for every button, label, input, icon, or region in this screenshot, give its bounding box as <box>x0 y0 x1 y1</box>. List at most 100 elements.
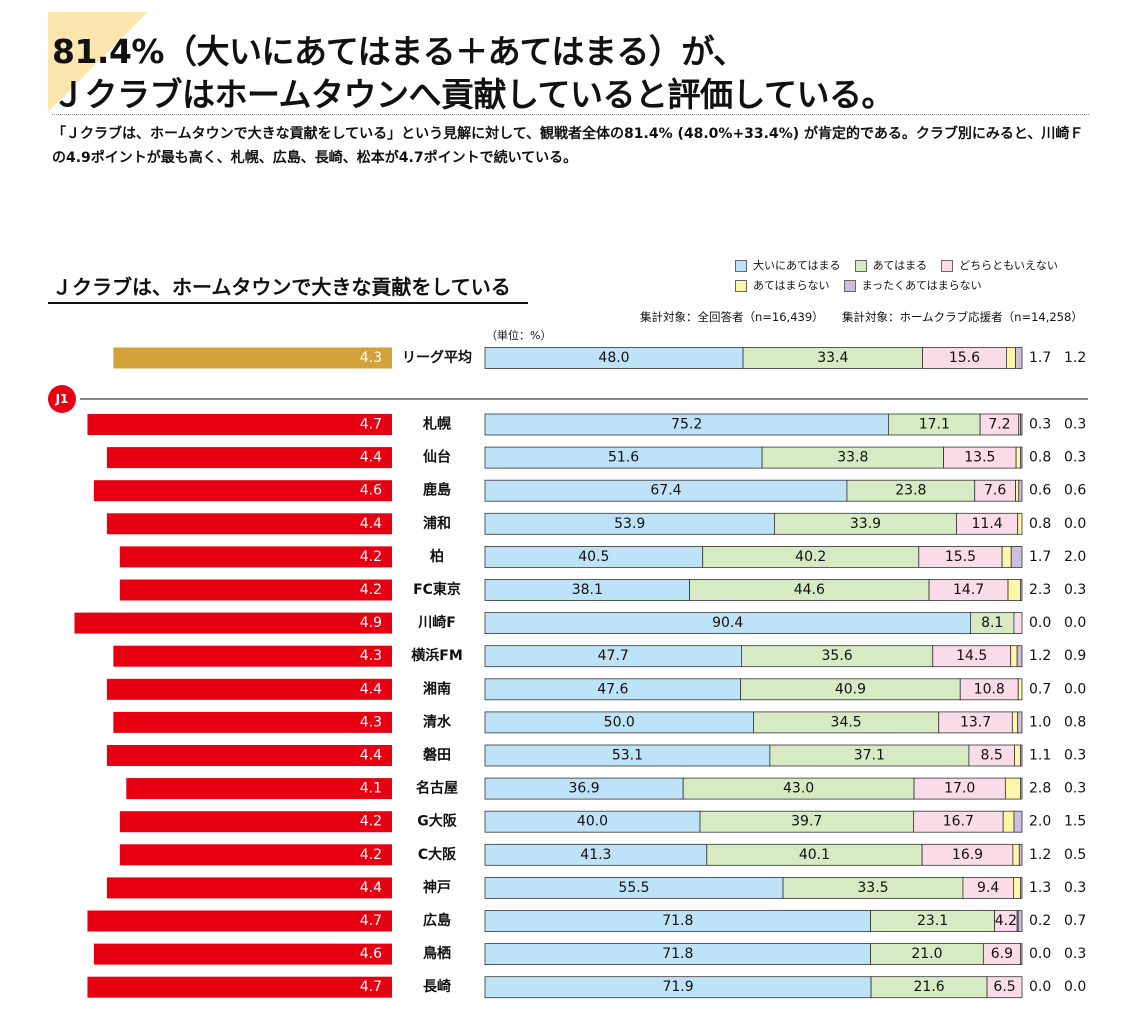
club-row-13-value-strongly-agree: 41.3 <box>580 847 611 863</box>
club-row-0-value-neutral: 7.2 <box>988 417 1010 433</box>
club-row-13-score-label: 4.2 <box>360 847 382 863</box>
legend-label: あてはまらない <box>753 279 830 292</box>
club-row-14-value-strongly-agree: 55.5 <box>618 880 649 896</box>
club-row-4-score-label: 4.2 <box>360 549 382 565</box>
club-row-12-value-strongly-disagree: 1.5 <box>1064 814 1086 830</box>
headline-line-2: Ｊクラブはホームタウンへ貢献していると評価している。 <box>52 75 895 114</box>
club-row-11-value-strongly-agree: 36.9 <box>568 781 599 797</box>
club-row-7-value-neutral: 14.5 <box>956 648 987 664</box>
club-row-10-value-strongly-agree: 53.1 <box>612 748 643 764</box>
target-all-respondents: 集計対象：全回答者（n=16,439） <box>640 310 824 324</box>
club-row-10-segment-strongly-disagree <box>1019 744 1023 767</box>
club-row-15-value-agree: 23.1 <box>917 913 948 929</box>
club-row-4-value-disagree: 1.7 <box>1029 549 1051 565</box>
legend-label: あてはまる <box>872 259 928 272</box>
club-row-2-value-strongly-agree: 67.4 <box>650 483 681 499</box>
club-row-9-score-bar <box>113 711 393 733</box>
legend-swatch <box>843 280 856 292</box>
club-row-13-segment-strongly-disagree <box>1018 843 1023 866</box>
club-row-8-value-disagree: 0.7 <box>1029 681 1051 697</box>
club-row-11-score-label: 4.1 <box>360 781 382 797</box>
league-average-club-label: リーグ平均 <box>402 349 472 366</box>
club-row-2-value-strongly-disagree: 0.6 <box>1064 483 1086 499</box>
club-row-17-value-strongly-agree: 71.9 <box>662 979 693 995</box>
club-row-3-score-label: 4.4 <box>360 516 382 532</box>
club-row-17-segment-neutral <box>986 976 1023 999</box>
league-average-value-disagree: 1.7 <box>1029 350 1051 366</box>
league-average-segment-strongly-disagree <box>1015 347 1023 369</box>
club-row-4-value-agree: 40.2 <box>795 549 826 565</box>
club-row-7-value-strongly-agree: 47.7 <box>598 648 629 664</box>
chart-title: Ｊクラブは、ホームタウンで大きな貢献をしている <box>52 275 511 299</box>
club-row-2-score-label: 4.6 <box>360 483 382 499</box>
club-row-10-value-disagree: 1.1 <box>1029 748 1051 764</box>
club-row-7-segment-strongly-disagree <box>1016 645 1023 668</box>
club-row-12-value-agree: 39.7 <box>791 814 822 830</box>
league-average-value-neutral: 15.6 <box>949 350 980 366</box>
club-row-10-value-strongly-disagree: 0.3 <box>1064 748 1086 764</box>
club-row-7-score-bar <box>113 645 393 667</box>
club-row-0-value-strongly-agree: 75.2 <box>671 417 702 433</box>
league-average-score-bar <box>113 347 393 369</box>
club-row-2-segment-strongly-disagree <box>1018 479 1023 502</box>
club-row-16-value-strongly-agree: 71.8 <box>662 946 693 962</box>
club-row-12-segment-strongly-disagree <box>1013 810 1023 833</box>
club-row-6-segment-neutral <box>1013 612 1023 634</box>
group-badge-label: J1 <box>55 392 69 406</box>
target-home-supporters: 集計対象：ホームクラブ応援者（n=14,258） <box>842 310 1083 324</box>
chart-title-rule <box>48 302 528 304</box>
club-row-15-segment-strongly-disagree <box>1017 910 1023 932</box>
club-row-6-value-strongly-agree: 90.4 <box>712 615 743 631</box>
legend-label: まったくあてはまらない <box>861 279 982 292</box>
club-row-2-club-label: 鹿島 <box>422 482 451 499</box>
club-row-12-value-strongly-agree: 40.0 <box>577 814 608 830</box>
club-row-16-score-bar <box>93 943 393 965</box>
club-row-13-value-neutral: 16.9 <box>952 847 983 863</box>
club-row-13-value-agree: 40.1 <box>799 847 830 863</box>
legend-item-strongly-disagree: まったくあてはまらない <box>843 278 982 294</box>
club-row-9-value-strongly-disagree: 0.8 <box>1064 714 1086 730</box>
club-row-1-value-neutral: 13.5 <box>964 450 995 466</box>
club-row-13-value-strongly-disagree: 0.5 <box>1064 847 1086 863</box>
club-row-15-value-disagree: 0.2 <box>1029 913 1051 929</box>
league-average-value-strongly-agree: 48.0 <box>598 350 629 366</box>
club-row-1-segment-strongly-disagree <box>1019 446 1023 469</box>
club-row-5-value-disagree: 2.3 <box>1029 582 1051 598</box>
club-row-14-club-label: 神戸 <box>423 879 451 896</box>
club-row-16-value-strongly-disagree: 0.3 <box>1064 946 1086 962</box>
club-row-0-value-disagree: 0.3 <box>1029 417 1051 433</box>
club-row-1-score-label: 4.4 <box>360 450 382 466</box>
club-row-2-segment-disagree <box>1015 479 1020 502</box>
club-row-1-value-agree: 33.8 <box>837 450 868 466</box>
club-row-10-score-label: 4.4 <box>360 748 382 764</box>
club-row-16-value-agree: 21.0 <box>911 946 942 962</box>
club-row-4-segment-strongly-disagree <box>1010 546 1023 568</box>
club-row-16-segment-strongly-disagree <box>1019 943 1023 965</box>
club-row-5-score-bar <box>119 579 392 601</box>
club-row-9-value-agree: 34.5 <box>831 714 862 730</box>
club-row-12-segment-disagree <box>1002 810 1015 833</box>
club-row-15-score-label: 4.7 <box>360 913 382 929</box>
club-row-16-value-neutral: 6.9 <box>991 946 1013 962</box>
club-row-12-score-bar <box>119 811 392 833</box>
legend-item-neutral: どちらともいえない <box>941 258 1058 274</box>
club-row-4-segment-disagree <box>1001 546 1012 568</box>
legend-label: どちらともいえない <box>959 259 1058 272</box>
club-row-13-club-label: C大阪 <box>418 846 457 863</box>
corner-decoration <box>48 12 148 112</box>
club-row-2-value-disagree: 0.6 <box>1029 483 1051 499</box>
club-row-7-segment-disagree <box>1010 645 1018 668</box>
club-row-6-score-label: 4.9 <box>360 615 382 631</box>
legend-swatch <box>735 280 747 292</box>
club-row-10-segment-disagree <box>1014 744 1021 767</box>
club-row-1-value-strongly-agree: 51.6 <box>608 450 639 466</box>
club-row-2-value-neutral: 7.6 <box>984 483 1006 499</box>
club-row-6-score-bar <box>74 612 392 634</box>
league-average-value-strongly-disagree: 1.2 <box>1064 350 1086 366</box>
club-row-6-value-agree: 8.1 <box>981 615 1003 631</box>
legend-item-agree: あてはまる <box>854 258 928 274</box>
club-row-13-score-bar <box>119 844 392 866</box>
league-average-value-agree: 33.4 <box>817 350 848 366</box>
club-row-8-segment-disagree <box>1017 678 1023 701</box>
club-row-11-value-agree: 43.0 <box>783 781 814 797</box>
